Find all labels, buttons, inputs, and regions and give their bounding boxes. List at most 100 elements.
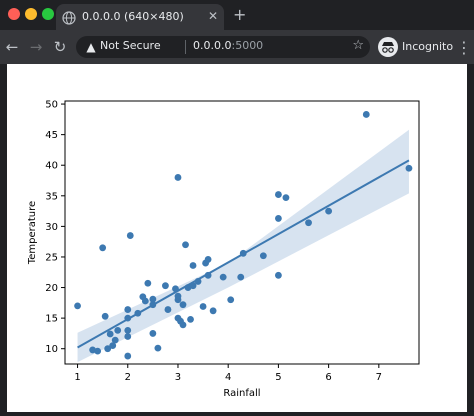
data-point <box>124 306 132 313</box>
data-point <box>104 345 112 353</box>
y-tick-label: 30 <box>45 222 58 233</box>
data-point <box>106 330 114 338</box>
data-point <box>111 336 119 344</box>
data-point <box>209 307 217 315</box>
data-points-layer <box>74 111 413 360</box>
data-point <box>124 314 132 322</box>
y-tick-label: 20 <box>45 283 58 294</box>
y-axis-label: Temperature <box>27 201 38 265</box>
window-close-button[interactable] <box>8 8 20 20</box>
incognito-icon <box>378 37 398 57</box>
data-point <box>275 271 282 279</box>
data-point <box>325 207 333 215</box>
data-point <box>126 232 134 239</box>
data-point <box>174 292 182 300</box>
y-tick-label: 15 <box>45 314 58 325</box>
globe-icon <box>62 10 76 25</box>
x-tick-label: 7 <box>376 372 382 383</box>
x-tick-label: 4 <box>225 372 231 383</box>
data-point <box>227 296 235 304</box>
data-point <box>99 244 107 252</box>
incognito-label: Incognito <box>402 40 454 53</box>
data-point <box>172 285 179 293</box>
data-point <box>144 279 152 287</box>
data-point <box>204 271 212 279</box>
data-point <box>362 111 370 118</box>
x-tick-label: 1 <box>74 372 80 383</box>
data-point <box>134 309 142 317</box>
data-point <box>124 333 132 340</box>
data-point <box>259 252 267 260</box>
data-point <box>114 326 122 334</box>
tab-title: 0.0.0.0 (640×480) <box>82 10 184 23</box>
plot-frame <box>64 100 420 365</box>
data-point <box>174 174 182 181</box>
data-point <box>149 330 157 337</box>
x-tick-label: 6 <box>325 372 331 383</box>
data-point <box>204 256 212 263</box>
tab-strip: 0.0.0.0 (640×480) ✕ + <box>0 0 474 30</box>
data-point <box>141 297 149 305</box>
y-ticks: 10 15 20 25 30 35 40 45 50 <box>45 100 65 355</box>
window-maximize-button[interactable] <box>42 8 54 20</box>
data-point <box>189 262 197 269</box>
data-point <box>124 326 132 334</box>
data-point <box>275 215 282 222</box>
data-point <box>74 302 81 310</box>
data-point <box>199 303 207 310</box>
data-point <box>282 194 290 202</box>
data-point <box>164 306 172 313</box>
x-tick-label: 2 <box>125 372 131 383</box>
url-text[interactable]: 0.0.0.0:5000 <box>193 39 263 52</box>
bookmark-star-icon[interactable]: ☆ <box>352 38 364 53</box>
confidence-band <box>77 129 409 363</box>
data-point <box>101 312 109 320</box>
data-point <box>94 347 102 355</box>
omnibox-divider <box>185 40 186 54</box>
back-arrow-icon[interactable]: ← <box>5 38 19 56</box>
x-tick-label: 5 <box>275 372 281 383</box>
data-point <box>189 282 197 290</box>
x-tick-label: 3 <box>175 372 181 383</box>
data-point <box>154 344 162 352</box>
y-tick-label: 45 <box>45 130 58 141</box>
reload-icon[interactable]: ↻ <box>53 38 67 56</box>
data-point <box>194 278 202 285</box>
data-point <box>149 301 157 309</box>
browser-toolbar: ← → ↻ ▲ Not Secure 0.0.0.0:5000 ☆ Incogn… <box>0 30 474 64</box>
data-point <box>405 164 413 172</box>
more-menu-icon[interactable]: ⋮ <box>456 38 472 57</box>
data-point <box>219 273 227 281</box>
new-tab-button[interactable]: + <box>233 5 247 24</box>
data-point <box>179 321 187 329</box>
data-point <box>275 191 282 198</box>
data-point <box>305 219 312 227</box>
security-label[interactable]: Not Secure <box>100 39 161 52</box>
y-tick-label: 35 <box>45 191 58 202</box>
confidence-band-layer <box>77 129 409 363</box>
data-point <box>179 301 187 309</box>
x-ticks: 1 2 3 4 5 6 7 <box>74 364 382 383</box>
data-point <box>239 249 247 257</box>
url-port: :5000 <box>231 39 264 52</box>
browser-tab[interactable]: 0.0.0.0 (640×480) ✕ <box>56 4 224 30</box>
data-point <box>124 352 132 360</box>
y-tick-label: 25 <box>45 252 58 263</box>
data-point <box>149 295 157 303</box>
forward-arrow-icon[interactable]: → <box>29 38 43 56</box>
data-point <box>187 315 194 323</box>
window-minimize-button[interactable] <box>25 8 37 20</box>
x-axis-label: Rainfall <box>223 388 260 399</box>
data-point <box>162 282 169 290</box>
y-tick-label: 10 <box>45 344 58 355</box>
data-point <box>109 342 117 350</box>
address-bar[interactable]: ▲ Not Secure 0.0.0.0:5000 ☆ <box>76 36 370 58</box>
y-tick-label: 40 <box>45 161 58 172</box>
warning-icon[interactable]: ▲ <box>86 40 96 54</box>
url-host: 0.0.0.0 <box>193 39 232 52</box>
data-point <box>182 241 189 249</box>
tab-close-icon[interactable]: ✕ <box>207 9 218 23</box>
data-point <box>237 273 245 281</box>
